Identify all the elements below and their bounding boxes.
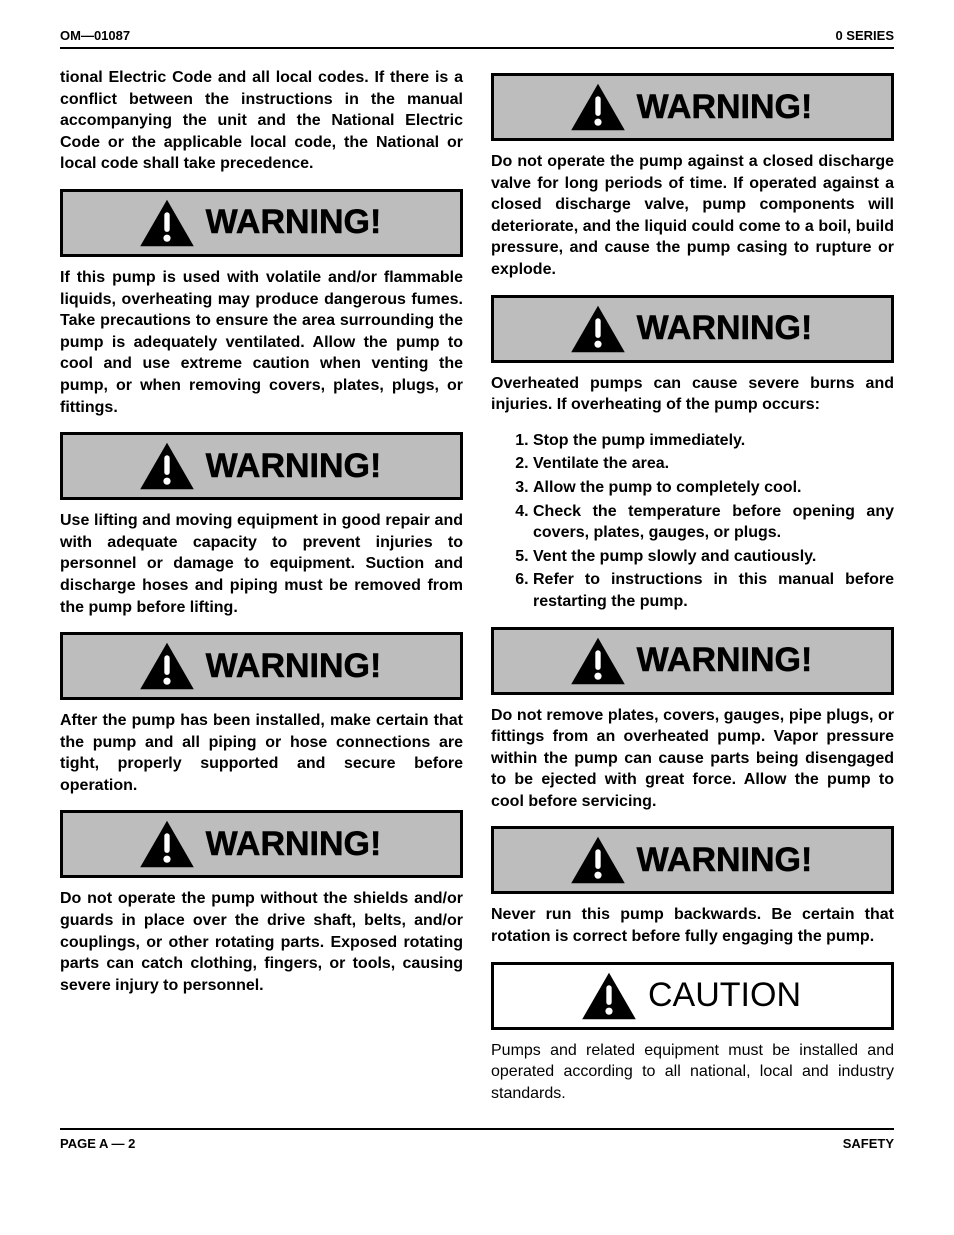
warning-paragraph: After the pump has been installed, make … <box>60 710 463 796</box>
page-header: OM—01087 0 SERIES <box>60 28 894 49</box>
step-item: Vent the pump slowly and cautiously. <box>533 546 894 568</box>
warning-paragraph: Do not operate the pump without the shie… <box>60 888 463 996</box>
warning-label: WARNING! <box>637 841 813 880</box>
step-item: Check the temperature before opening any… <box>533 501 894 544</box>
warning-label: WARNING! <box>206 825 382 864</box>
warning-triangle-icon <box>569 82 627 132</box>
caution-paragraph: Pumps and related equipment must be inst… <box>491 1040 894 1105</box>
intro-paragraph: tional Electric Code and all local codes… <box>60 67 463 175</box>
warning-label: WARNING! <box>637 309 813 348</box>
step-item: Refer to instructions in this manual bef… <box>533 569 894 612</box>
page-footer: PAGE A — 2 SAFETY <box>60 1128 894 1151</box>
step-item: Ventilate the area. <box>533 453 894 475</box>
footer-right: SAFETY <box>843 1136 894 1151</box>
warning-paragraph: Use lifting and moving equipment in good… <box>60 510 463 618</box>
warning-steps: Stop the pump immediately. Ventilate the… <box>517 430 894 613</box>
warning-box: WARNING! <box>491 73 894 141</box>
header-right: 0 SERIES <box>835 28 894 43</box>
warning-triangle-icon <box>138 198 196 248</box>
step-item: Allow the pump to completely cool. <box>533 477 894 499</box>
warning-triangle-icon <box>138 641 196 691</box>
warning-paragraph: Do not remove plates, covers, gauges, pi… <box>491 705 894 813</box>
warning-label: WARNING! <box>206 647 382 686</box>
footer-left: PAGE A — 2 <box>60 1136 135 1151</box>
content-columns: tional Electric Code and all local codes… <box>60 67 894 1118</box>
caution-box: CAUTION <box>491 962 894 1030</box>
warning-box: WARNING! <box>491 627 894 695</box>
caution-label: CAUTION <box>648 976 801 1015</box>
warning-box: WARNING! <box>60 632 463 700</box>
warning-box: WARNING! <box>60 432 463 500</box>
warning-intro: Overheated pumps can cause severe burns … <box>491 373 894 416</box>
warning-triangle-icon <box>569 304 627 354</box>
warning-triangle-icon <box>138 819 196 869</box>
warning-label: WARNING! <box>637 641 813 680</box>
warning-triangle-icon <box>138 441 196 491</box>
warning-paragraph: Do not operate the pump against a closed… <box>491 151 894 281</box>
warning-triangle-icon <box>580 971 638 1021</box>
warning-paragraph: Never run this pump backwards. Be certai… <box>491 904 894 947</box>
right-column: WARNING! Do not operate the pump against… <box>491 67 894 1118</box>
header-left: OM—01087 <box>60 28 130 43</box>
warning-box: WARNING! <box>491 826 894 894</box>
warning-box: WARNING! <box>60 810 463 878</box>
warning-label: WARNING! <box>637 88 813 127</box>
warning-triangle-icon <box>569 636 627 686</box>
warning-label: WARNING! <box>206 447 382 486</box>
warning-triangle-icon <box>569 835 627 885</box>
step-item: Stop the pump immediately. <box>533 430 894 452</box>
warning-box: WARNING! <box>60 189 463 257</box>
left-column: tional Electric Code and all local codes… <box>60 67 463 1118</box>
warning-paragraph: If this pump is used with volatile and/o… <box>60 267 463 418</box>
warning-box: WARNING! <box>491 295 894 363</box>
warning-label: WARNING! <box>206 203 382 242</box>
